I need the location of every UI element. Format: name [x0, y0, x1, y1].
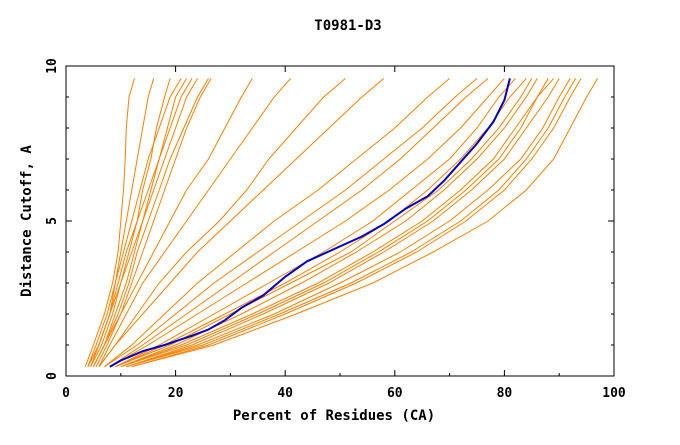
series-line-28: [126, 78, 577, 368]
x-tick-label: 100: [602, 386, 626, 401]
series-line-7: [92, 78, 209, 367]
series-line-22: [126, 78, 560, 368]
x-tick-label: 40: [277, 386, 293, 401]
highlight-series-line: [109, 78, 511, 368]
series-line-18: [115, 78, 516, 368]
chart-title: T0981-D3: [314, 18, 381, 34]
series-line-17: [109, 78, 505, 368]
x-tick-label: 80: [497, 386, 513, 401]
series-line-19: [115, 78, 527, 368]
series-line-26: [115, 78, 533, 368]
series-line-15: [104, 78, 478, 368]
series-line-11: [98, 78, 292, 367]
series-line-27: [120, 78, 555, 368]
x-tick-label: 0: [62, 386, 70, 401]
y-tick-label: 10: [45, 58, 60, 74]
series-line-16: [109, 78, 489, 368]
series-line-10: [92, 78, 253, 367]
series-line-13: [98, 78, 385, 368]
series-line-24: [131, 78, 582, 368]
series-line-23: [126, 78, 571, 368]
series-line-25: [131, 78, 599, 368]
y-tick-label: 0: [45, 372, 60, 380]
series-line-14: [104, 78, 450, 368]
series-line-4: [87, 78, 182, 367]
x-tick-label: 20: [168, 386, 184, 401]
series-line-12: [98, 78, 346, 368]
y-axis-label: Distance Cutoff, A: [19, 145, 35, 297]
ticks-layer: 0 20 40 60 80 100 0 5 10: [45, 58, 626, 401]
series-layer: [84, 78, 599, 368]
series-line-9: [87, 78, 193, 367]
x-tick-label: 60: [387, 386, 403, 401]
series-line-1: [84, 78, 135, 367]
x-axis-label: Percent of Residues (CA): [233, 408, 435, 424]
y-tick-label: 5: [45, 217, 60, 225]
series-line-8: [95, 78, 212, 367]
series-line-21: [120, 78, 549, 368]
